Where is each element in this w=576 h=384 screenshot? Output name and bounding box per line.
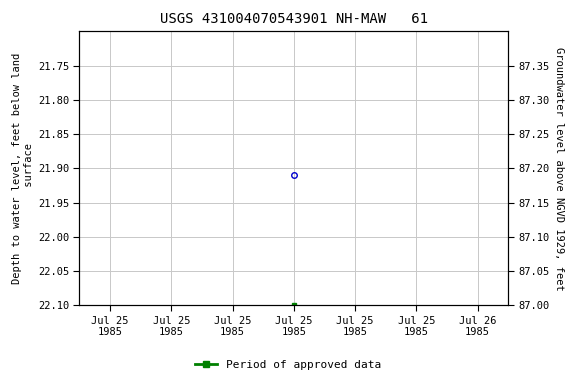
Title: USGS 431004070543901 NH-MAW   61: USGS 431004070543901 NH-MAW 61: [160, 12, 428, 26]
Y-axis label: Groundwater level above NGVD 1929, feet: Groundwater level above NGVD 1929, feet: [554, 46, 564, 290]
Legend: Period of approved data: Period of approved data: [191, 356, 385, 375]
Y-axis label: Depth to water level, feet below land
 surface: Depth to water level, feet below land su…: [12, 53, 33, 284]
